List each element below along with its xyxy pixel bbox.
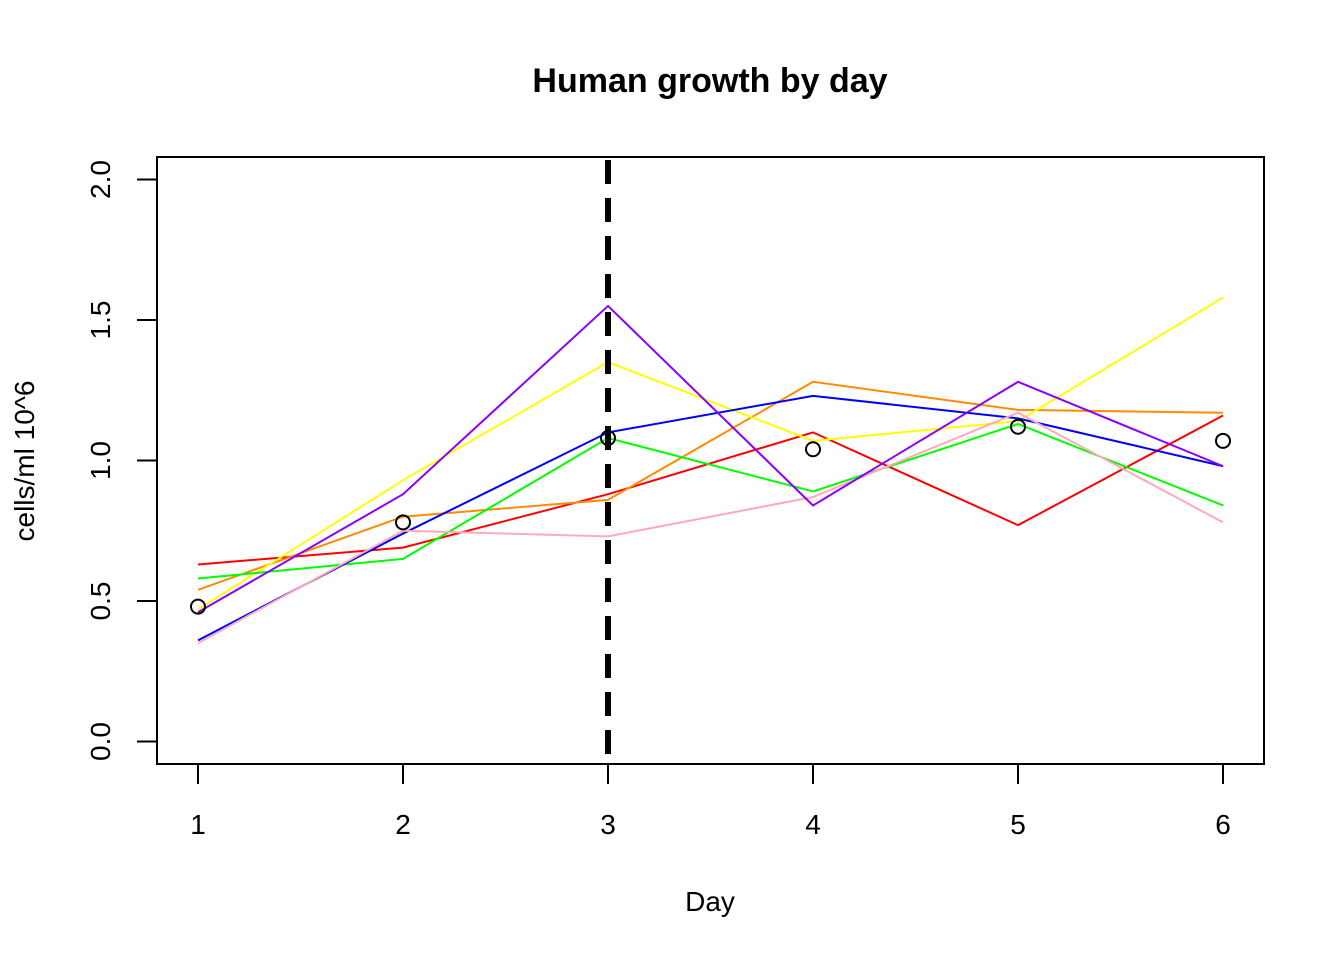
series-line-5 <box>197 394 1224 642</box>
series-line-2 <box>197 380 1224 591</box>
y-tick-label: 1.5 <box>85 301 116 340</box>
mean-point <box>805 441 821 458</box>
x-tick-label: 4 <box>805 809 821 840</box>
mean-points <box>190 418 1231 615</box>
x-tick-label: 2 <box>395 809 411 840</box>
x-tick-label: 3 <box>600 809 616 840</box>
mean-point <box>190 598 206 615</box>
series-line-3 <box>197 296 1224 611</box>
plot-frame <box>156 156 1265 765</box>
y-tick-label: 2.0 <box>85 160 116 199</box>
x-axis: 1 2 3 4 5 6 <box>190 763 1231 840</box>
mean-point <box>600 430 616 447</box>
mean-point <box>1215 432 1231 449</box>
chart-title: Human growth by day <box>532 62 887 100</box>
mean-point <box>395 514 411 531</box>
x-axis-label: Day <box>685 886 735 917</box>
x-tick-label: 6 <box>1215 809 1231 840</box>
y-axis: 0.0 0.5 1.0 1.5 2.0 <box>85 160 158 761</box>
series-line-7 <box>197 304 1224 614</box>
y-tick-label: 0.0 <box>85 722 116 761</box>
series-line-1 <box>197 414 1224 566</box>
y-axis-label: cells/ml 10^6 <box>9 381 40 542</box>
series-line-4 <box>197 422 1224 580</box>
series-line-6 <box>197 411 1224 645</box>
x-tick-label: 1 <box>190 809 206 840</box>
series-lines <box>197 296 1224 645</box>
x-tick-label: 5 <box>1010 809 1026 840</box>
mean-point <box>1010 418 1026 435</box>
y-tick-label: 0.5 <box>85 582 116 621</box>
y-tick-label: 1.0 <box>85 441 116 480</box>
